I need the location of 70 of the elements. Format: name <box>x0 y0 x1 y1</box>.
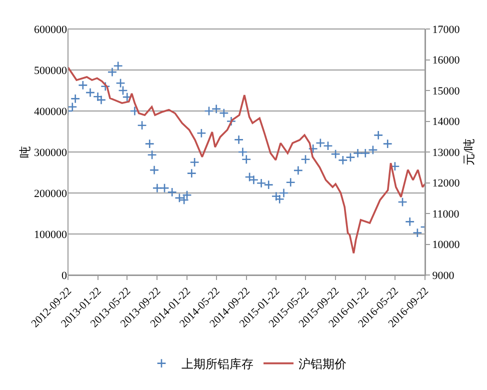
point <box>405 216 415 227</box>
point <box>373 130 384 140</box>
y2-tick-label: 17000 <box>432 24 460 36</box>
legend-label: 上期所铝库存 <box>182 356 254 371</box>
point <box>278 188 289 198</box>
y2-tick-label: 12000 <box>432 178 460 190</box>
point <box>130 106 140 116</box>
legend-label: 沪铝期价 <box>298 356 346 371</box>
y2-tick-label: 13000 <box>432 146 460 159</box>
y-tick-label: 400000 <box>34 106 68 118</box>
point <box>92 92 103 102</box>
point <box>398 197 408 207</box>
point <box>186 168 196 178</box>
y2-tick-label: 11000 <box>432 208 460 220</box>
point <box>330 149 340 159</box>
point <box>316 138 326 148</box>
y2-tick-label: 9000 <box>432 270 455 282</box>
point <box>360 148 370 158</box>
y2-tick-label: 14000 <box>432 116 460 128</box>
point <box>152 183 162 193</box>
y-tick-label: 600000 <box>34 24 68 36</box>
point <box>100 82 110 92</box>
y-tick-label: 500000 <box>34 64 68 77</box>
point <box>211 104 222 114</box>
y-tick-label: 200000 <box>34 188 68 200</box>
point <box>271 191 282 202</box>
point <box>96 95 106 105</box>
y2-tick-label: 15000 <box>432 85 460 98</box>
point <box>382 138 392 149</box>
point <box>107 67 118 77</box>
point <box>219 108 229 118</box>
point <box>113 61 123 71</box>
point <box>182 190 192 200</box>
point <box>226 116 236 126</box>
point <box>338 155 348 166</box>
point <box>167 187 177 198</box>
point <box>346 152 356 162</box>
point <box>352 148 363 158</box>
y-tick-label: 300000 <box>34 146 68 159</box>
point <box>323 141 333 151</box>
point <box>248 175 259 185</box>
point <box>308 144 318 154</box>
point <box>144 138 154 149</box>
point <box>204 106 214 116</box>
point <box>147 150 157 160</box>
point <box>78 80 88 90</box>
point <box>68 102 78 112</box>
point <box>85 88 96 98</box>
y-axis-title: 吨 <box>18 146 32 158</box>
point <box>300 154 310 164</box>
point <box>368 145 378 155</box>
point <box>160 183 170 193</box>
y2-axis-title: 元/吨 <box>462 138 476 166</box>
point <box>234 134 244 145</box>
point <box>190 157 200 168</box>
y-tick-label: 0 <box>62 270 68 282</box>
point <box>149 165 160 175</box>
point <box>293 166 304 176</box>
point <box>264 180 274 190</box>
point <box>256 178 266 188</box>
point <box>286 177 296 188</box>
point <box>196 128 206 138</box>
point <box>70 94 80 104</box>
y2-tick-label: 10000 <box>432 239 460 252</box>
point <box>116 78 126 88</box>
point <box>274 194 284 204</box>
point <box>137 120 147 130</box>
point <box>412 228 422 238</box>
y-tick-label: 100000 <box>34 228 68 241</box>
y2-tick-label: 16000 <box>432 54 460 67</box>
